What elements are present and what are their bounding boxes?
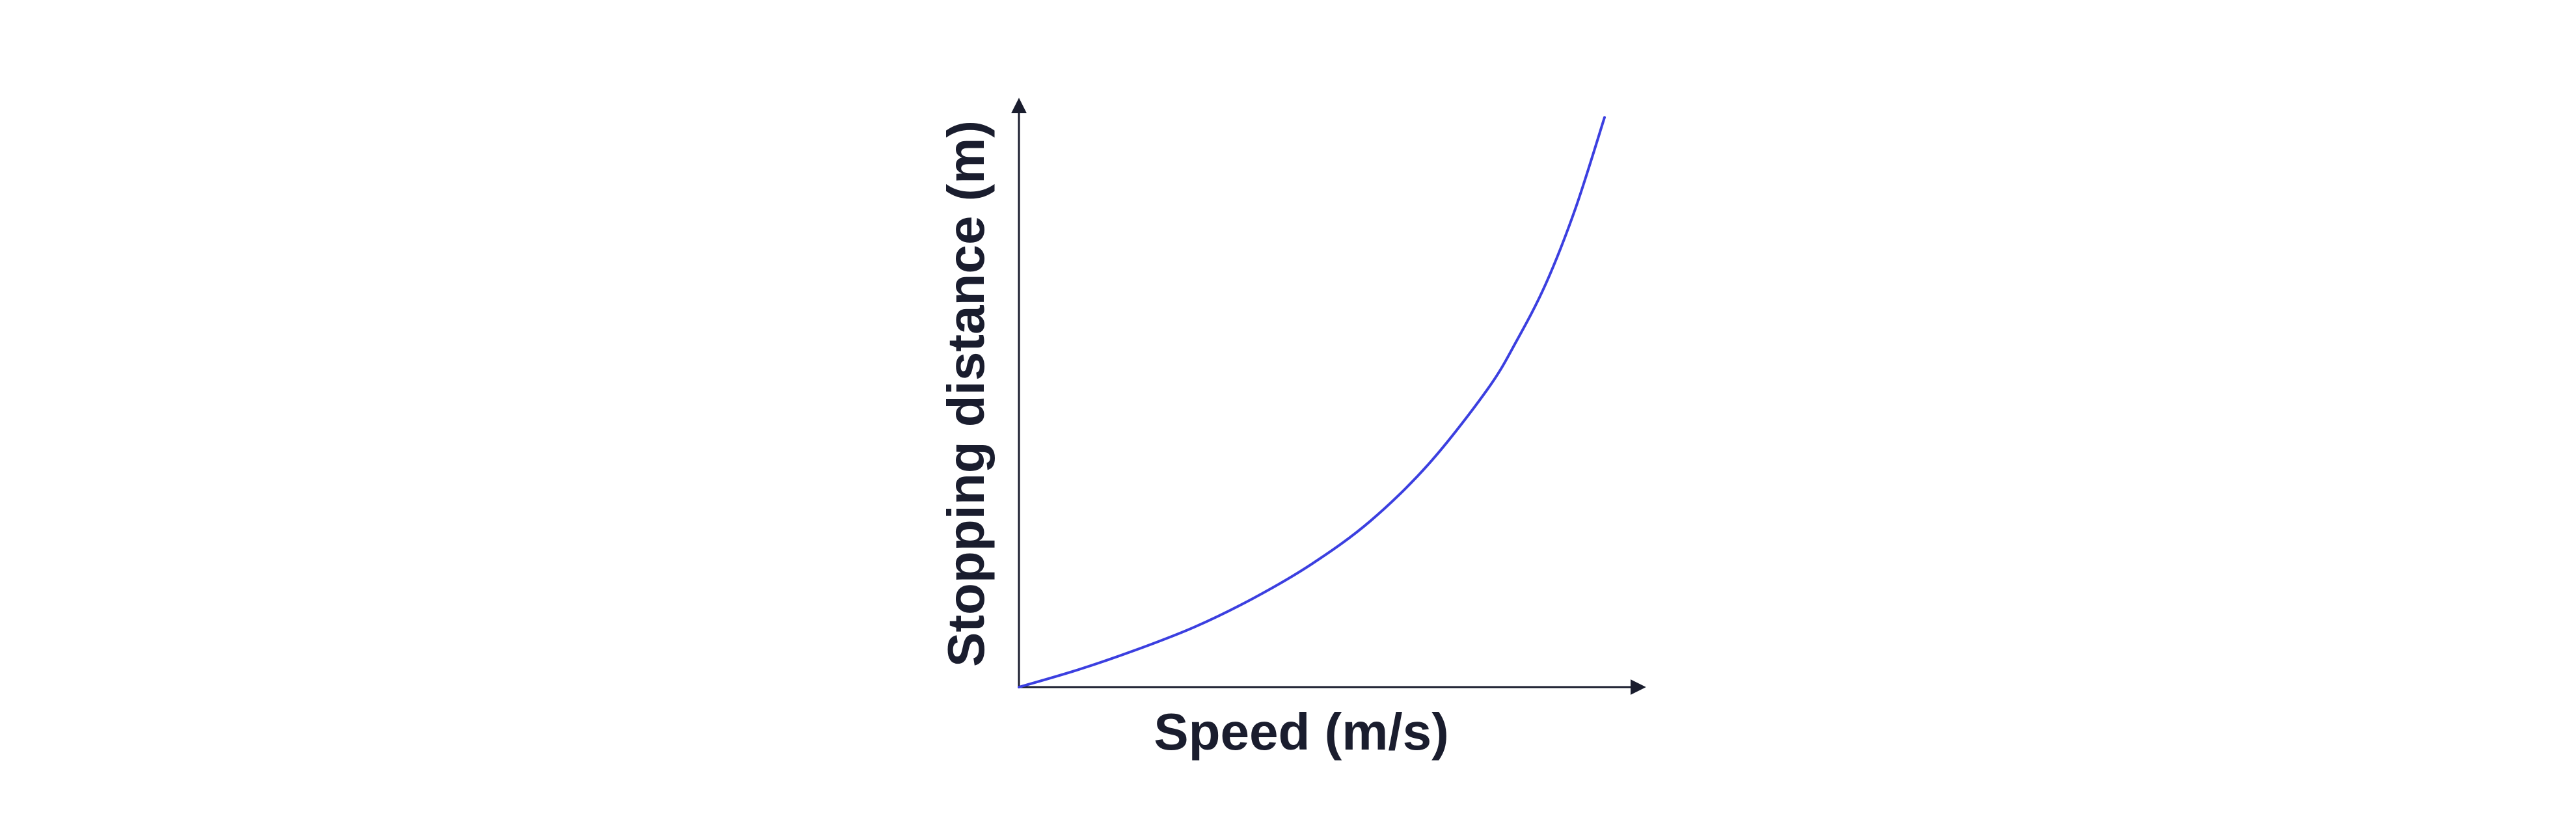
axes — [1011, 98, 1646, 695]
x-axis-label: Speed (m/s) — [1154, 703, 1448, 761]
series-layer — [1018, 116, 1606, 688]
series-line-0 — [1018, 116, 1606, 688]
y-axis-label: Stopping distance (m) — [937, 120, 995, 667]
